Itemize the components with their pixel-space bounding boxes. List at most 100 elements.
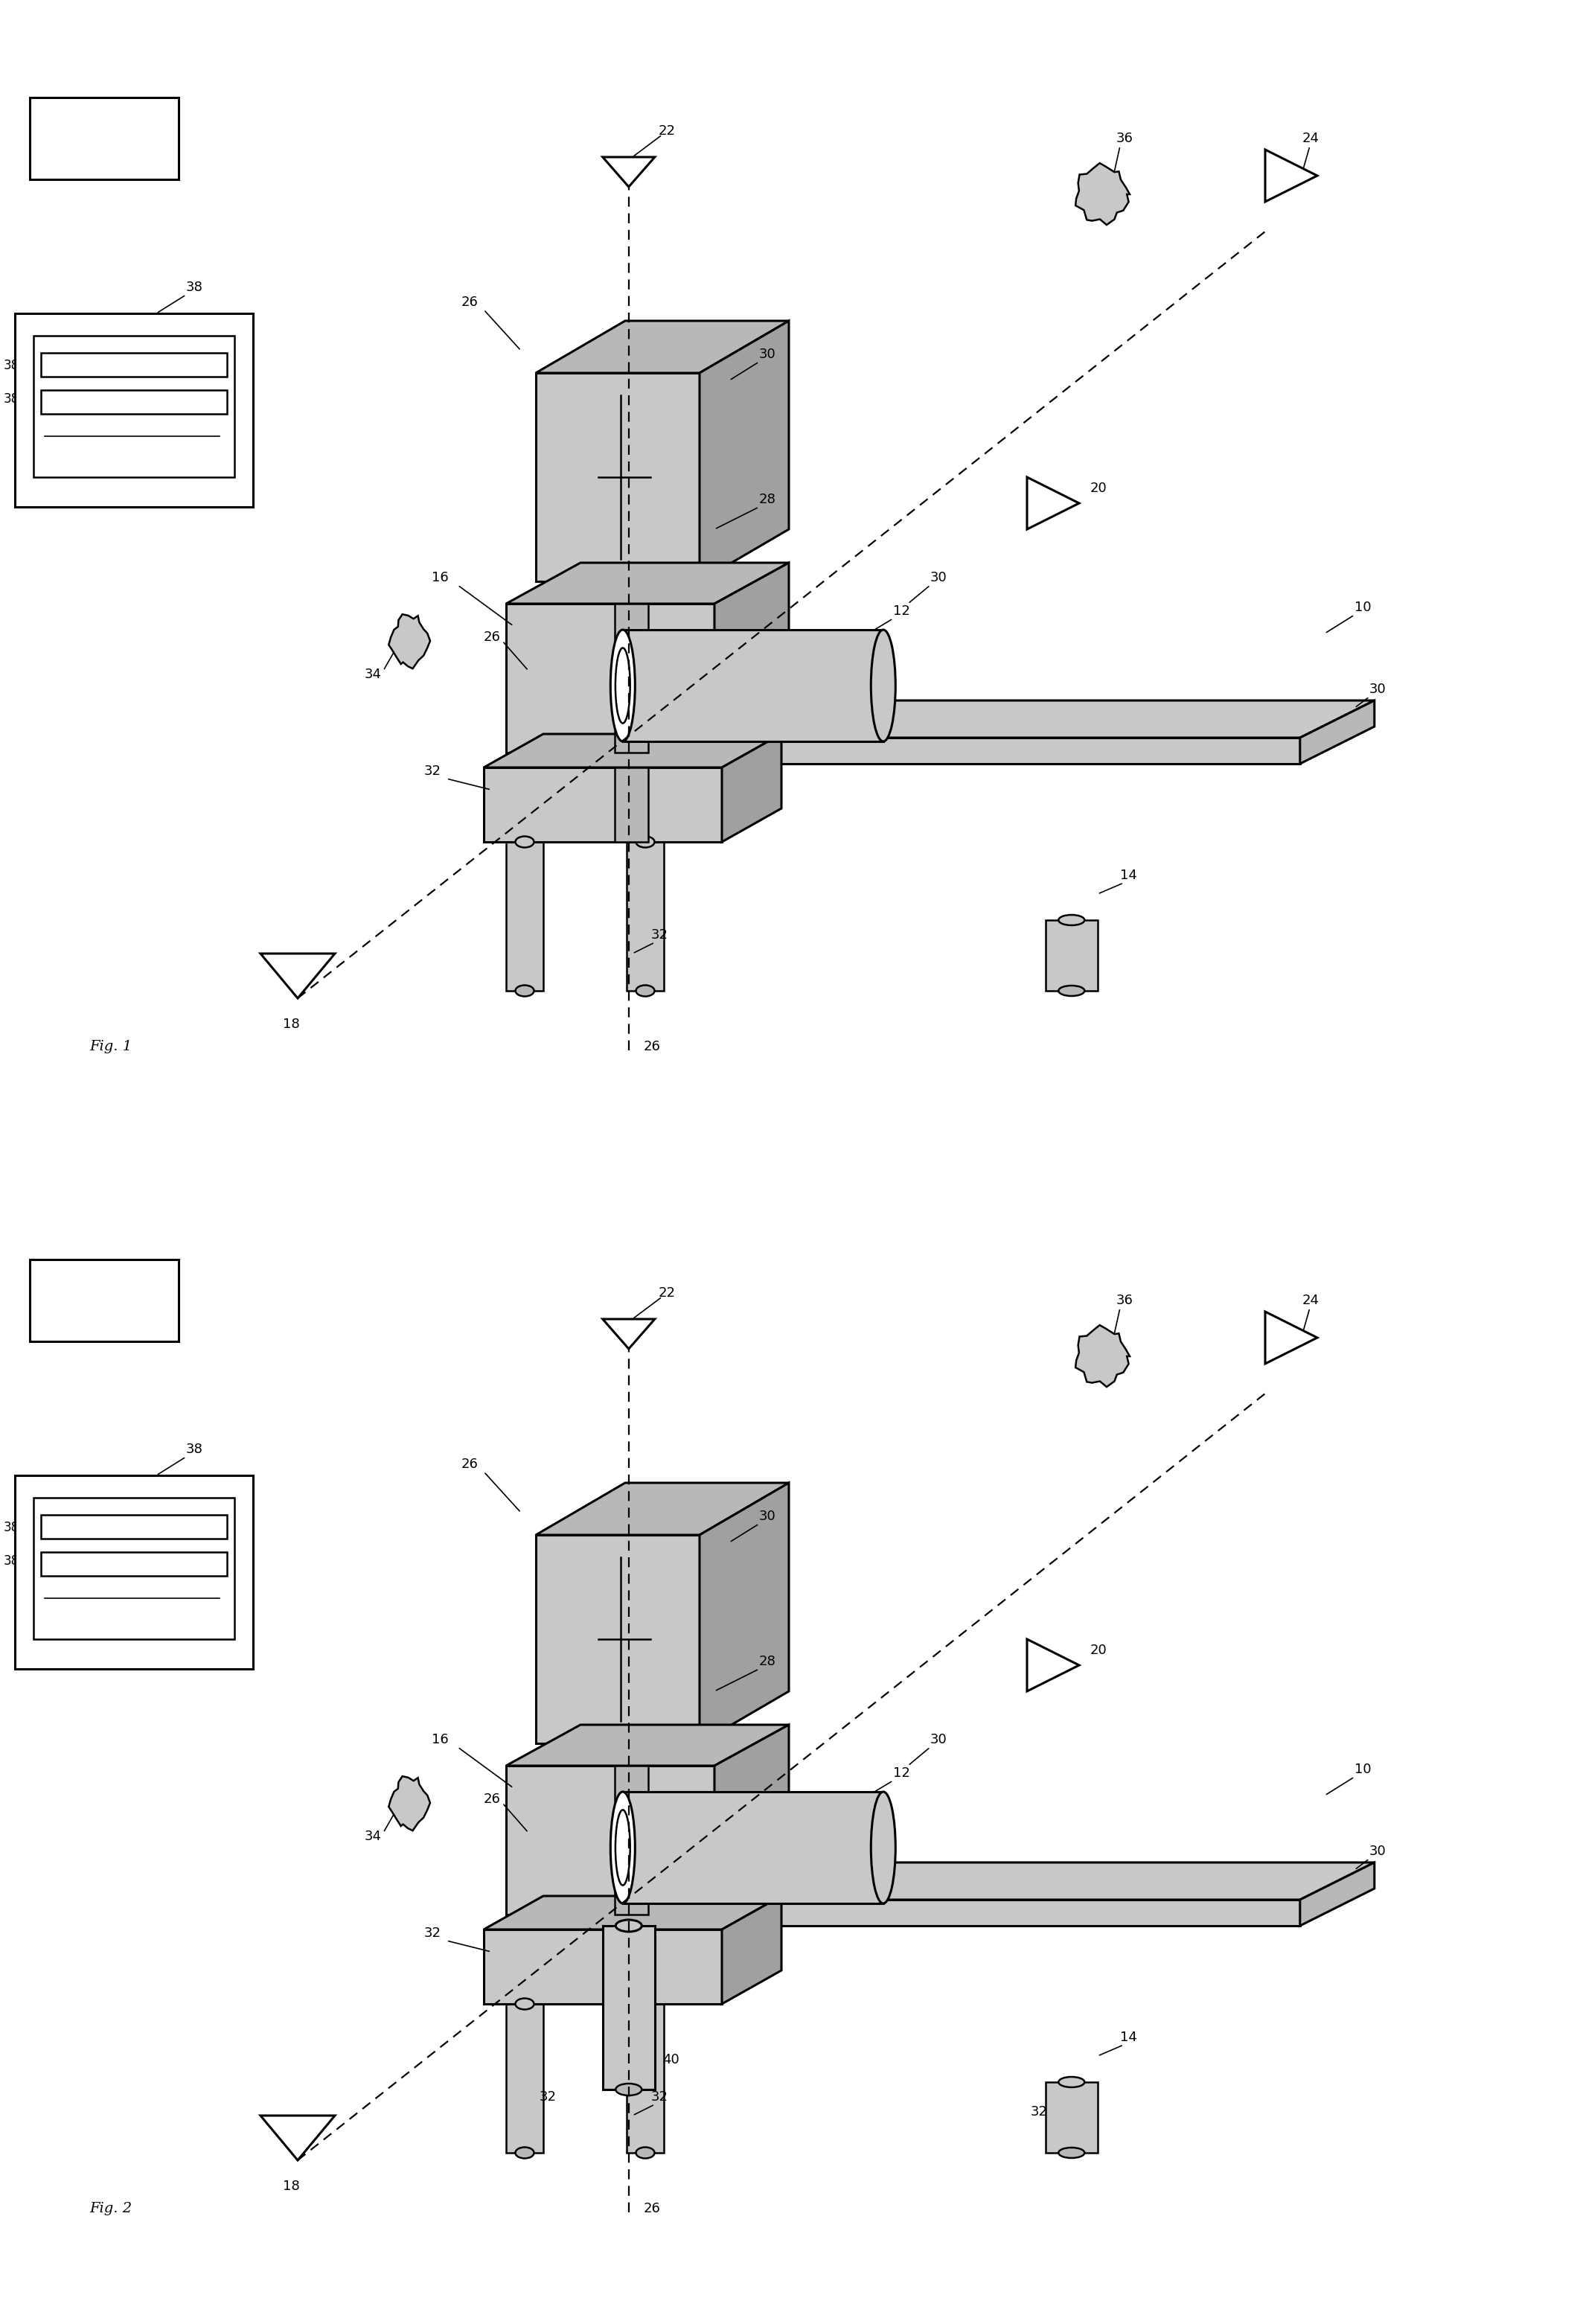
Bar: [623, 1792, 883, 1903]
Polygon shape: [700, 1483, 788, 1743]
Ellipse shape: [615, 1810, 631, 1885]
Bar: [30, 98, 178, 179]
Bar: [602, 1927, 654, 2089]
Text: 18: 18: [282, 1018, 300, 1032]
Polygon shape: [1027, 476, 1079, 530]
Text: 32: 32: [539, 2089, 557, 2103]
Ellipse shape: [1058, 2147, 1085, 2159]
Text: 10: 10: [1355, 1762, 1372, 1776]
Ellipse shape: [516, 985, 535, 997]
Ellipse shape: [1058, 2078, 1085, 2087]
Bar: [506, 1766, 714, 1915]
Bar: [41, 1552, 227, 1576]
Text: 30: 30: [759, 349, 776, 360]
Text: 34: 34: [364, 667, 382, 681]
Polygon shape: [260, 953, 334, 999]
Bar: [1046, 920, 1098, 990]
Text: 26: 26: [462, 1457, 478, 1471]
Polygon shape: [1299, 700, 1375, 765]
Polygon shape: [536, 321, 788, 372]
Polygon shape: [1027, 1638, 1079, 1692]
Text: 40: 40: [662, 2052, 680, 2066]
Text: 26: 26: [643, 1039, 661, 1053]
Text: 10: 10: [1355, 600, 1372, 614]
Text: 36: 36: [1117, 132, 1134, 144]
Polygon shape: [484, 734, 782, 767]
Bar: [484, 767, 722, 841]
Bar: [41, 353, 227, 376]
Bar: [615, 604, 648, 753]
Text: 14: 14: [1120, 2031, 1137, 2045]
Ellipse shape: [1058, 916, 1085, 925]
Polygon shape: [722, 734, 782, 841]
Bar: [626, 2003, 664, 2152]
Ellipse shape: [610, 630, 636, 741]
Text: 22: 22: [659, 1285, 675, 1299]
Polygon shape: [506, 1724, 788, 1766]
Text: 12: 12: [893, 604, 910, 618]
Bar: [536, 372, 700, 581]
Bar: [506, 604, 714, 753]
Bar: [623, 630, 883, 741]
Polygon shape: [484, 1896, 782, 1929]
Polygon shape: [1265, 149, 1317, 202]
Polygon shape: [260, 2115, 334, 2161]
Bar: [631, 737, 1299, 765]
Text: 38: 38: [186, 281, 203, 295]
Text: 38a: 38a: [3, 358, 27, 372]
Bar: [30, 1260, 178, 1341]
Ellipse shape: [636, 1999, 654, 2010]
Polygon shape: [388, 614, 431, 669]
Polygon shape: [631, 700, 1375, 737]
Bar: [33, 1497, 235, 1638]
Bar: [506, 841, 544, 990]
Bar: [536, 1534, 700, 1743]
Polygon shape: [1265, 1311, 1317, 1364]
Polygon shape: [506, 562, 788, 604]
Text: 26: 26: [484, 630, 501, 644]
Ellipse shape: [516, 837, 535, 848]
Ellipse shape: [871, 1792, 896, 1903]
Text: 32: 32: [1031, 2106, 1047, 2119]
Bar: [615, 767, 648, 841]
Text: 39: 39: [38, 109, 54, 123]
Polygon shape: [714, 562, 788, 753]
Text: 30: 30: [930, 1734, 948, 1745]
Text: 38b: 38b: [3, 393, 27, 407]
Text: 34: 34: [364, 1829, 382, 1843]
Bar: [615, 1929, 648, 2003]
Text: 18: 18: [282, 2180, 300, 2194]
Text: 26: 26: [484, 1792, 501, 1806]
Text: 38a: 38a: [3, 1520, 27, 1534]
Text: 24: 24: [1303, 1294, 1320, 1306]
Bar: [1046, 2082, 1098, 2152]
Text: 24: 24: [1303, 132, 1320, 144]
Text: Fig. 1: Fig. 1: [90, 1039, 132, 1053]
Text: 20: 20: [1090, 1643, 1107, 1657]
Text: 28: 28: [759, 1655, 776, 1669]
Text: 26: 26: [462, 295, 478, 309]
Bar: [41, 390, 227, 414]
Text: 39: 39: [38, 1271, 54, 1285]
Text: 36: 36: [1117, 1294, 1134, 1306]
Ellipse shape: [871, 630, 896, 741]
Polygon shape: [536, 1483, 788, 1534]
Ellipse shape: [615, 648, 631, 723]
Ellipse shape: [615, 1920, 642, 1931]
Polygon shape: [700, 321, 788, 581]
Polygon shape: [1299, 1862, 1375, 1927]
Bar: [41, 1515, 227, 1538]
Ellipse shape: [516, 2147, 535, 2159]
Ellipse shape: [1058, 985, 1085, 997]
Polygon shape: [1076, 1325, 1129, 1387]
Ellipse shape: [636, 837, 654, 848]
Polygon shape: [602, 158, 654, 186]
Text: 38b: 38b: [3, 1555, 27, 1569]
Text: 32: 32: [424, 1927, 442, 1941]
Bar: [615, 1766, 648, 1915]
Text: 20: 20: [1090, 481, 1107, 495]
Text: 16: 16: [432, 572, 448, 583]
Text: 16: 16: [432, 1734, 448, 1745]
Text: 28: 28: [759, 493, 776, 507]
Text: 32: 32: [651, 2089, 669, 2103]
